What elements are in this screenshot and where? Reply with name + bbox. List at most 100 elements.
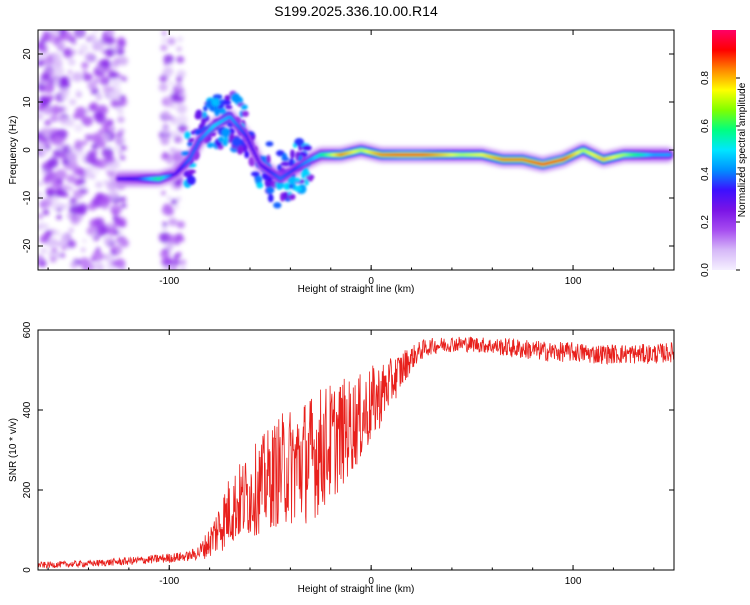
noise-blob (159, 249, 170, 259)
noise-blob (95, 93, 103, 100)
noise-blob (43, 82, 55, 94)
noise-blob (68, 58, 76, 66)
noise-blob (176, 36, 183, 42)
noise-blob (112, 209, 119, 216)
ridge-inner (230, 117, 234, 121)
noise-blob (119, 238, 129, 248)
noise-blob (95, 113, 107, 124)
cluster-blob (187, 141, 193, 147)
cluster-blob (240, 104, 248, 110)
cluster-blob (294, 138, 305, 147)
cluster-blob (184, 131, 191, 140)
snr-xlabel: Height of straight line (km) (298, 584, 415, 595)
colorbar: 0.0 0.2 0.4 0.6 0.8 Normalized spectral ampl… (700, 30, 748, 277)
noise-blob (41, 72, 51, 81)
noise-blob (52, 149, 64, 159)
noise-blob (96, 162, 103, 168)
noise-blob (40, 247, 48, 255)
ridge-inner (257, 161, 261, 165)
cluster-blob (201, 111, 208, 119)
noise-blob (71, 72, 83, 82)
cluster-blob (190, 130, 195, 135)
colorbar-tick-label: 0.8 (700, 71, 711, 85)
noise-blob (110, 77, 122, 88)
noise-blob (67, 70, 73, 75)
y-tick-label: 200 (22, 481, 33, 498)
cluster-blob (218, 136, 224, 143)
ridge-inner (251, 148, 255, 151)
x-tick-label: 100 (565, 276, 582, 287)
cluster-blob (250, 171, 260, 177)
noise-blob (77, 30, 83, 35)
noise-blob (162, 31, 167, 36)
noise-blob (69, 98, 77, 106)
noise-blob (104, 134, 110, 140)
noise-blob (108, 190, 119, 200)
noise-blob (167, 234, 179, 245)
cluster-blob (221, 100, 232, 105)
noise-blob (179, 259, 187, 266)
noise-blob (161, 110, 171, 119)
y-tick-label: 10 (22, 96, 33, 108)
noise-blob (89, 173, 96, 180)
noise-blobs (38, 30, 188, 270)
noise-blob (110, 60, 120, 69)
noise-blob (61, 158, 70, 166)
cluster-blob (288, 193, 296, 201)
ridge-inner (193, 148, 197, 151)
noise-blob (78, 177, 86, 185)
x-tick-label: 0 (368, 576, 374, 587)
noise-blob (103, 235, 114, 245)
cluster-blob (301, 170, 311, 177)
noise-blob (66, 174, 77, 184)
noise-blob (166, 196, 172, 200)
noise-blob (119, 266, 126, 270)
noise-blob (84, 52, 95, 62)
noise-blob (69, 36, 77, 43)
cluster-blob (222, 140, 228, 147)
ridge-inner (186, 159, 190, 163)
cluster-blob (230, 92, 240, 103)
noise-blob (38, 82, 45, 91)
noise-blob (113, 230, 120, 235)
cluster-blob (181, 151, 191, 156)
noise-blob (104, 128, 110, 133)
noise-blob (176, 104, 188, 114)
y-tick-label: 0 (22, 147, 33, 153)
noise-blob (104, 253, 115, 263)
colorbar-tick-label: 0.6 (700, 119, 711, 133)
snr-ylabel: SNR (10 * v/v) (8, 418, 19, 482)
noise-blob (175, 83, 184, 90)
noise-blob (68, 228, 74, 233)
noise-blob (94, 78, 100, 83)
noise-blob (66, 239, 77, 249)
cluster-blob (187, 137, 195, 143)
noise-blob (175, 75, 183, 82)
ridge-inner (246, 138, 250, 142)
colorbar-ticks: 0.0 0.2 0.4 0.6 0.8 (700, 71, 740, 277)
cluster-blob (212, 94, 223, 100)
ridge-inner (249, 144, 253, 148)
noise-blob (118, 74, 125, 80)
noise-blob (95, 225, 108, 237)
snr-series-line (38, 336, 674, 569)
cluster-blob (265, 141, 274, 147)
noise-blob (79, 43, 89, 53)
ridge-inner (256, 158, 260, 161)
noise-blob (170, 198, 178, 205)
chart-title: S199.2025.336.10.00.R14 (274, 3, 438, 19)
noise-blob (42, 209, 50, 216)
cluster-blob (214, 107, 220, 117)
cluster-blob (277, 149, 282, 157)
cluster-blob (224, 105, 233, 110)
noise-blob (38, 55, 42, 61)
cluster-blob (282, 191, 289, 200)
noise-blob (120, 202, 127, 209)
noise-blob (70, 216, 81, 225)
noise-blob (54, 230, 61, 236)
noise-blob (161, 191, 166, 196)
snr-axes: -100 0 100 0 200 400 600 (22, 321, 674, 587)
y-tick-label: -20 (22, 238, 33, 253)
noise-blob (60, 88, 68, 95)
noise-blob (54, 188, 64, 198)
